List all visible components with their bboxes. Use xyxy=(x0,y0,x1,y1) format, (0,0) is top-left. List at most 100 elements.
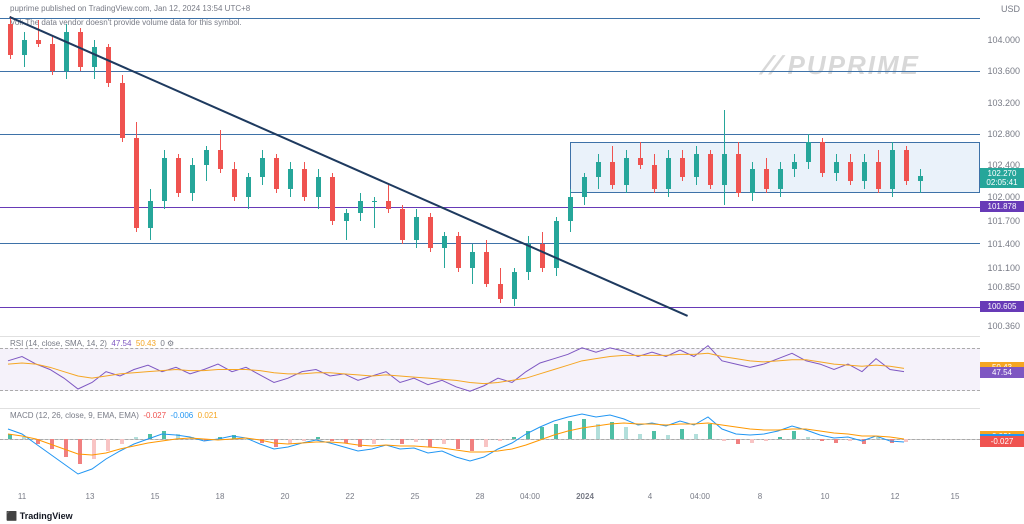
horizontal-line[interactable] xyxy=(0,307,980,308)
macd-histogram-bar xyxy=(372,439,376,444)
macd-histogram-bar xyxy=(400,439,404,444)
time-tick: 2024 xyxy=(576,492,594,501)
macd-histogram-bar xyxy=(22,437,26,439)
price-tick: 100.850 xyxy=(987,282,1020,292)
macd-histogram-bar xyxy=(848,439,852,441)
price-tick: 103.600 xyxy=(987,66,1020,76)
price-chart[interactable] xyxy=(0,16,980,326)
macd-histogram-bar xyxy=(260,439,264,443)
current-price-label: 102.27002:05:41 xyxy=(980,168,1024,188)
horizontal-line[interactable] xyxy=(0,207,980,208)
macd-histogram-bar xyxy=(666,435,670,439)
macd-histogram-bar xyxy=(358,439,362,447)
macd-histogram-bar xyxy=(470,439,474,451)
macd-histogram-bar xyxy=(596,424,600,439)
time-tick: 04:00 xyxy=(690,492,710,501)
macd-label: MACD (12, 26, close, 9, EMA, EMA) -0.027… xyxy=(10,411,218,420)
macd-histogram-bar xyxy=(526,431,530,439)
publish-info: puprime published on TradingView.com, Ja… xyxy=(10,4,250,13)
macd-histogram-bar xyxy=(218,437,222,439)
macd-histogram-bar xyxy=(512,437,516,439)
time-tick: 8 xyxy=(758,492,762,501)
macd-histogram-bar xyxy=(764,439,768,441)
tradingview-logo[interactable]: ⬛ TradingView xyxy=(6,511,73,522)
macd-histogram-bar xyxy=(708,424,712,439)
macd-signal-line xyxy=(0,409,980,489)
time-tick: 28 xyxy=(476,492,485,501)
chart-container: puprime published on TradingView.com, Ja… xyxy=(0,0,980,524)
macd-histogram-bar xyxy=(778,437,782,439)
rsi-panel[interactable]: RSI (14, close, SMA, 14, 2) 47.54 50.43 … xyxy=(0,336,980,401)
price-tick: 102.800 xyxy=(987,129,1020,139)
macd-histogram-bar xyxy=(288,439,292,444)
macd-histogram-bar xyxy=(316,437,320,439)
time-tick: 10 xyxy=(821,492,830,501)
macd-histogram-bar xyxy=(428,439,432,447)
currency-label: USD xyxy=(1001,4,1020,14)
macd-histogram-bar xyxy=(148,434,152,439)
range-rectangle[interactable] xyxy=(570,142,980,193)
price-axis[interactable]: USD 104.000103.600103.200102.800102.4001… xyxy=(980,0,1024,524)
macd-histogram-bar xyxy=(414,439,418,442)
price-level-label: 101.878 xyxy=(980,201,1024,212)
macd-histogram-bar xyxy=(232,435,236,439)
macd-histogram-bar xyxy=(134,437,138,439)
macd-histogram-bar xyxy=(834,439,838,443)
time-tick: 15 xyxy=(951,492,960,501)
macd-line xyxy=(0,409,980,489)
macd-histogram-bar xyxy=(820,439,824,441)
tv-icon: ⬛ xyxy=(6,511,17,521)
macd-histogram-bar xyxy=(540,427,544,439)
macd-histogram-bar xyxy=(162,431,166,439)
time-tick: 25 xyxy=(411,492,420,501)
macd-histogram-bar xyxy=(302,439,306,441)
macd-histogram-bar xyxy=(652,431,656,439)
macd-histogram-bar xyxy=(694,434,698,439)
macd-histogram-bar xyxy=(8,434,12,439)
horizontal-line[interactable] xyxy=(0,71,980,72)
macd-histogram-bar xyxy=(806,437,810,439)
macd-histogram-bar xyxy=(862,439,866,444)
price-tick: 103.200 xyxy=(987,98,1020,108)
macd-histogram-bar xyxy=(190,437,194,439)
macd-panel[interactable]: MACD (12, 26, close, 9, EMA, EMA) -0.027… xyxy=(0,408,980,488)
time-axis: 111315182022252804:002024404:008101215 xyxy=(0,492,980,506)
horizontal-line[interactable] xyxy=(0,243,980,244)
macd-histogram-bar xyxy=(246,439,250,440)
macd-histogram-bar xyxy=(442,439,446,444)
macd-histogram-bar xyxy=(330,439,334,441)
macd-histogram-bar xyxy=(904,439,908,442)
macd-histogram-bar xyxy=(498,439,502,441)
macd-histogram-bar xyxy=(204,439,208,441)
time-tick: 12 xyxy=(891,492,900,501)
macd-histogram-bar xyxy=(624,427,628,439)
time-tick: 22 xyxy=(346,492,355,501)
price-tick: 101.100 xyxy=(987,263,1020,273)
horizontal-line[interactable] xyxy=(0,18,980,19)
macd-histogram-bar xyxy=(386,439,390,440)
price-tick: 100.360 xyxy=(987,321,1020,331)
macd-histogram-bar xyxy=(554,424,558,439)
macd-histogram-bar xyxy=(610,422,614,439)
time-tick: 04:00 xyxy=(520,492,540,501)
time-tick: 20 xyxy=(281,492,290,501)
horizontal-line[interactable] xyxy=(0,134,980,135)
macd-histogram-bar xyxy=(50,439,54,449)
macd-histogram-bar xyxy=(176,434,180,439)
macd-histogram-bar xyxy=(120,439,124,444)
macd-histogram-bar xyxy=(106,439,110,451)
macd-histogram-bar xyxy=(78,439,82,464)
rsi-label: RSI (14, close, SMA, 14, 2) 47.54 50.43 … xyxy=(10,339,174,348)
macd-histogram-bar xyxy=(64,439,68,457)
macd-histogram-bar xyxy=(876,437,880,439)
macd-histogram-bar xyxy=(456,439,460,449)
time-tick: 13 xyxy=(86,492,95,501)
macd-histogram-bar xyxy=(484,439,488,447)
price-tick: 104.000 xyxy=(987,35,1020,45)
macd-histogram-bar xyxy=(890,439,894,443)
time-tick: 4 xyxy=(648,492,652,501)
price-tick: 101.700 xyxy=(987,216,1020,226)
time-tick: 11 xyxy=(18,492,26,501)
macd-histogram-bar xyxy=(736,439,740,444)
macd-histogram-bar xyxy=(92,439,96,459)
